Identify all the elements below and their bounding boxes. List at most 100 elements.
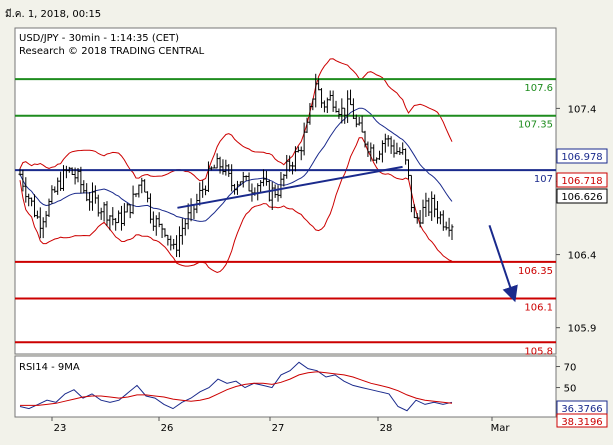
candle <box>24 177 28 203</box>
candle <box>218 156 222 174</box>
candle <box>198 182 202 206</box>
candle <box>30 197 34 207</box>
candle <box>247 172 251 192</box>
bollinger-bands <box>19 58 453 274</box>
candle <box>421 199 425 224</box>
candle <box>441 210 445 231</box>
candle <box>21 169 25 192</box>
candle <box>415 213 419 224</box>
candle <box>430 191 434 221</box>
candle <box>262 169 266 187</box>
candle <box>209 166 213 171</box>
candle <box>418 210 422 228</box>
candle <box>386 135 390 147</box>
candle <box>119 205 123 231</box>
candle <box>389 136 393 154</box>
candle <box>221 159 225 175</box>
candle <box>215 153 219 169</box>
candle <box>354 114 358 128</box>
candle <box>230 164 234 192</box>
chart-title: USD/JPY - 30min - 1:14:35 (CET) <box>19 33 179 44</box>
x-tick-label-4: Mar <box>491 423 511 434</box>
candle <box>436 200 440 224</box>
level-label-5: 105.8 <box>524 346 553 357</box>
candle <box>18 168 22 176</box>
candle <box>76 167 80 183</box>
candle <box>264 170 268 186</box>
candle <box>27 193 31 207</box>
candle <box>383 133 387 153</box>
candle <box>351 98 355 119</box>
candle <box>41 217 45 239</box>
candle <box>302 122 306 156</box>
candle <box>70 167 74 175</box>
candle <box>320 88 324 108</box>
candle <box>366 141 370 157</box>
candle <box>235 180 239 195</box>
candle <box>206 161 210 192</box>
candle <box>163 228 167 238</box>
candle <box>128 204 132 219</box>
candle <box>117 210 121 224</box>
candle <box>296 146 300 153</box>
candle <box>314 73 318 108</box>
candle <box>305 117 309 133</box>
candle <box>363 130 367 148</box>
candle <box>204 185 208 196</box>
candle <box>154 215 158 236</box>
rsi-tag-label-0: 36.3766 <box>561 404 602 415</box>
candle <box>288 155 292 172</box>
candle <box>111 207 115 226</box>
candle <box>85 183 89 202</box>
candle <box>331 90 335 112</box>
level-label-2: 107 <box>534 174 553 185</box>
price-tag-label-2: 106.626 <box>561 192 602 203</box>
candle <box>96 194 100 217</box>
upper-band <box>19 58 453 182</box>
candle <box>82 180 86 194</box>
candle <box>180 218 184 245</box>
candle <box>64 165 68 179</box>
candle <box>47 198 51 218</box>
candle <box>148 193 152 224</box>
candle <box>224 159 228 176</box>
candle <box>35 210 39 219</box>
level-label-4: 106.1 <box>524 302 553 313</box>
level-label-1: 107.35 <box>518 120 553 131</box>
x-tick-label-2: 27 <box>272 423 285 434</box>
rsi-series-1 <box>20 371 453 406</box>
candle <box>291 161 295 175</box>
candle <box>299 146 303 161</box>
candle <box>311 98 315 111</box>
price-tags: 106.978 106.718 106.626 <box>556 148 608 204</box>
price-candles <box>18 73 454 258</box>
candle <box>50 185 54 204</box>
x-tick-label-1: 26 <box>161 423 174 434</box>
candle <box>59 171 63 191</box>
candle <box>349 89 353 106</box>
candle <box>424 192 428 217</box>
rsi-panel <box>14 355 557 418</box>
candle <box>438 211 442 225</box>
main-panel <box>14 27 557 355</box>
candle <box>322 100 326 113</box>
candle <box>259 180 263 193</box>
candle <box>137 184 141 198</box>
candle <box>169 235 173 251</box>
candle <box>343 107 347 124</box>
rsi-tick-label-1: 50 <box>564 384 577 395</box>
candle <box>334 100 338 113</box>
price-tag-box-1 <box>556 172 608 188</box>
forecast-arrow <box>488 225 518 303</box>
y-tick-label-2: 106.4 <box>568 251 597 262</box>
candle <box>409 174 413 213</box>
candle <box>401 142 405 155</box>
candle <box>105 201 109 227</box>
candle <box>427 197 431 217</box>
candle <box>404 148 408 165</box>
candle <box>201 180 205 198</box>
candle <box>447 217 451 237</box>
candle <box>157 212 161 228</box>
candle <box>433 194 437 218</box>
